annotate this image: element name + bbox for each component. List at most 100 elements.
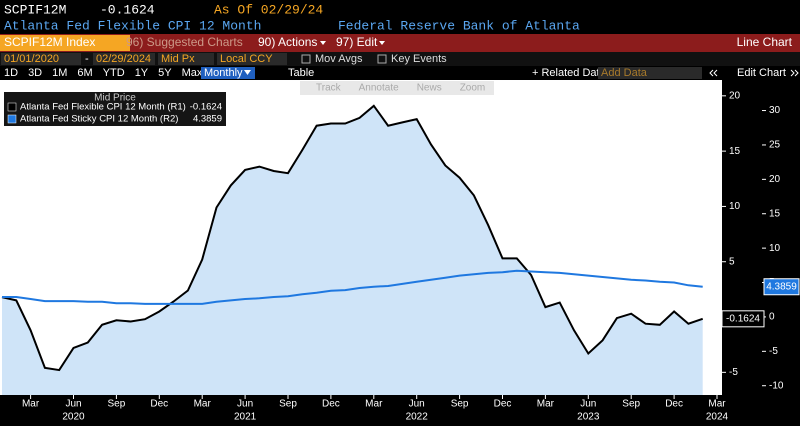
y2-tick-label: 20 — [769, 174, 781, 185]
last-value-box — [721, 310, 765, 328]
x-tick-label: Mar — [22, 399, 40, 410]
y2-tick-label: 30 — [769, 105, 781, 116]
legend-value: -0.1624 — [190, 102, 222, 113]
legend — [4, 92, 226, 126]
chart-tool[interactable]: Track — [316, 83, 342, 94]
period-button[interactable]: Max — [182, 67, 203, 79]
x-year-label: 2024 — [706, 412, 729, 423]
chart-tools: Track Annotate News Zoom — [316, 83, 485, 94]
legend-label: Atlanta Fed Flexible CPI 12 Month (R1) — [20, 102, 186, 113]
table[interactable]: Table — [288, 67, 314, 79]
x-year-label: 2023 — [577, 412, 600, 423]
area — [2, 105, 703, 396]
header-bg — [0, 0, 800, 34]
x-tick-label: Sep — [108, 399, 126, 410]
x-tick-label: Mar — [365, 399, 383, 410]
input[interactable] — [217, 53, 287, 65]
y-tick-label: 10 — [729, 201, 741, 212]
legend-entries: Atlanta Fed Flexible CPI 12 Month (R1) -0… — [7, 102, 222, 125]
line — [2, 269, 703, 305]
x-year-label: 2021 — [234, 412, 257, 423]
end-date[interactable]: 02/29/2024 — [96, 53, 151, 65]
input[interactable] — [158, 53, 214, 65]
x-tick-label: Sep — [451, 399, 469, 410]
frequency-box[interactable] — [201, 67, 255, 79]
mov-avgs[interactable]: Mov Avgs — [315, 53, 363, 65]
chevrons — [709, 69, 799, 77]
security[interactable]: SCPIF12M Index — [4, 35, 95, 49]
x-year-label: 2022 — [406, 412, 429, 423]
x-tick-label: Mar — [194, 399, 212, 410]
y2-tick-label: 25 — [769, 140, 781, 151]
x-tick-label: Jun — [580, 399, 596, 410]
line — [1, 104, 704, 372]
frequency[interactable]: Monthly — [204, 67, 243, 79]
y-tick-label: 5 — [729, 256, 735, 267]
add-data[interactable]: Add Data — [601, 67, 648, 79]
x-tick-label: Sep — [622, 399, 640, 410]
dropdown-arrow — [320, 41, 326, 45]
y-tick-label: 20 — [729, 90, 741, 101]
period-button[interactable]: 5Y — [158, 67, 172, 79]
chart-tool[interactable]: News — [417, 83, 442, 94]
legend-title: Mid Price — [94, 93, 136, 104]
last-value-label: 4.3859 — [766, 281, 797, 292]
price-field[interactable]: Mid Px — [161, 53, 195, 65]
x-tick-label: Dec — [150, 399, 168, 410]
currency[interactable]: Local CCY — [220, 53, 273, 65]
dropdown-arrow — [244, 70, 251, 75]
x-tick-label: Sep — [279, 399, 297, 410]
x-year-label: 2020 — [62, 412, 85, 423]
source: Federal Reserve Bank of Atlanta — [338, 18, 580, 33]
period-button[interactable]: 3D — [28, 67, 42, 79]
period-button[interactable]: 1D — [4, 67, 18, 79]
y2-tick-label: -10 — [769, 380, 784, 391]
chart-tools-bg — [300, 81, 494, 95]
x-tick-label: Mar — [708, 399, 726, 410]
legend-label: Atlanta Fed Sticky CPI 12 Month (R2) — [20, 114, 178, 125]
x-tick-label: Dec — [322, 399, 340, 410]
as-of: As Of 02/29/24 — [214, 2, 323, 17]
right-axis-bg — [722, 80, 800, 426]
edit[interactable]: 97) Edit — [336, 35, 378, 49]
chart-tool[interactable]: Annotate — [359, 83, 399, 94]
start-date[interactable]: 01/01/2020 — [4, 53, 59, 65]
checkbox[interactable] — [301, 54, 311, 64]
dash: - — [85, 53, 89, 65]
x-tick-label: Jun — [409, 399, 425, 410]
x-tick-label: Jun — [65, 399, 81, 410]
input[interactable] — [93, 53, 155, 65]
input[interactable] — [1, 53, 81, 65]
input[interactable] — [598, 67, 702, 79]
edit-chart[interactable]: Edit Chart — [737, 67, 786, 79]
period-button[interactable]: 6M — [77, 67, 92, 79]
related-data[interactable]: + Related Dat — [532, 67, 600, 79]
chart-tool[interactable]: Zoom — [460, 83, 486, 94]
dropdown-arrow — [379, 41, 385, 45]
y2-tick-label: 0 — [769, 312, 775, 323]
ticker: SCPIF12M — [4, 2, 66, 17]
suggested-charts[interactable]: 96) Suggested Charts — [126, 35, 243, 49]
period-button[interactable]: 1M — [52, 67, 67, 79]
y2-tick-label: 10 — [769, 243, 781, 254]
chart-kind: Line Chart — [737, 35, 793, 49]
security-name: Atlanta Fed Flexible CPI 12 Month — [4, 18, 261, 33]
y2-tick-label: -5 — [769, 346, 778, 357]
period-button[interactable]: 1Y — [135, 67, 149, 79]
security-box[interactable] — [0, 35, 130, 51]
checkbox[interactable] — [377, 54, 387, 64]
last-value-label: -0.1624 — [726, 313, 760, 324]
y2-tick-label: 15 — [769, 208, 781, 219]
legend-swatch — [7, 114, 17, 124]
y-tick-label: -5 — [729, 367, 738, 378]
x-axis-bg — [0, 395, 722, 426]
period-button[interactable]: YTD — [103, 67, 125, 79]
key-events[interactable]: Key Events — [391, 53, 447, 65]
x-tick-label: Mar — [537, 399, 555, 410]
actions[interactable]: 90) Actions — [258, 35, 317, 49]
legend-value: 4.3859 — [193, 114, 222, 125]
periods: 1D 3D 1M 6M YTD 1Y 5Y Max — [4, 67, 203, 79]
x-tick-label: Jun — [237, 399, 253, 410]
